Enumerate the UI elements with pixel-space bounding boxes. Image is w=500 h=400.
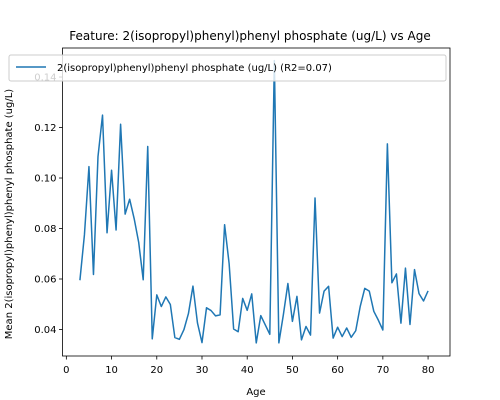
x-tick-label: 30 (196, 365, 209, 376)
y-axis-ticks: 0.040.060.080.100.120.14 (34, 73, 63, 336)
x-axis-label: Age (246, 387, 265, 398)
y-axis-label: Mean 2(isopropyl)phenyl)phenyl phosphate… (4, 89, 15, 340)
legend-box (8, 54, 447, 82)
plot-frame (62, 47, 451, 357)
y-tick-label: 0.12 (34, 123, 56, 134)
x-tick-label: 70 (376, 365, 389, 376)
x-tick-label: 10 (105, 365, 118, 376)
series-line (79, 59, 429, 344)
legend: 2(isopropyl)phenyl)phenyl phosphate (ug/… (8, 54, 447, 82)
x-tick-label: 20 (150, 365, 163, 376)
y-tick-label: 0.04 (34, 325, 56, 336)
series-layer (79, 59, 429, 344)
y-tick-label: 0.08 (34, 224, 56, 235)
y-tick-label: 0.10 (34, 174, 56, 185)
x-tick-label: 50 (286, 365, 299, 376)
x-tick-label: 40 (241, 365, 254, 376)
plot-area (62, 47, 451, 357)
x-tick-label: 0 (63, 365, 69, 376)
legend-entry-label: 2(isopropyl)phenyl)phenyl phosphate (ug/… (57, 63, 332, 74)
x-tick-label: 60 (331, 365, 344, 376)
chart-title: Feature: 2(isopropyl)phenyl)phenyl phosp… (69, 29, 430, 43)
x-axis-ticks: 0 10 20 30 40 50 60 70 80 (63, 356, 434, 376)
x-tick-label: 80 (422, 365, 435, 376)
y-tick-label: 0.06 (34, 275, 56, 286)
